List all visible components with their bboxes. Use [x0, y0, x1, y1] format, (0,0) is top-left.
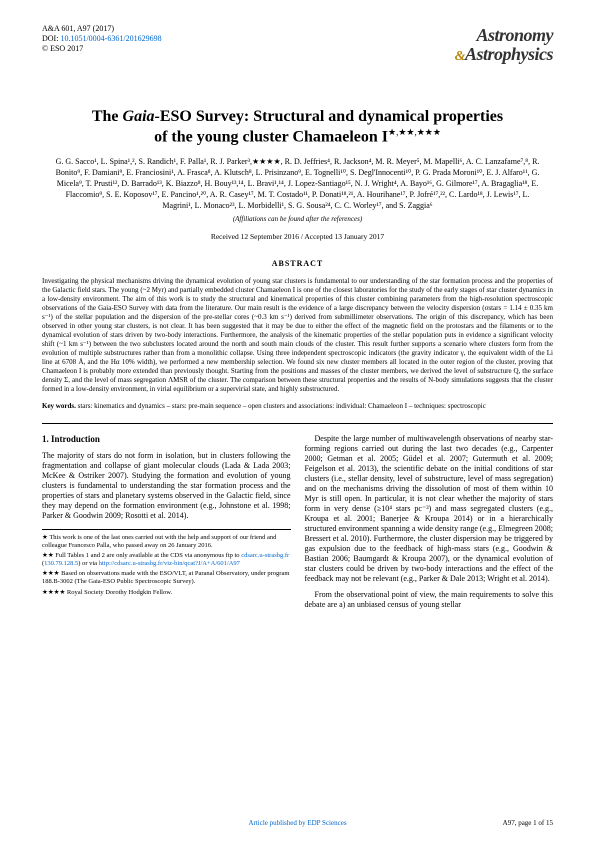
right-column: Despite the large number of multiwavelen…	[305, 434, 554, 616]
abstract-body: Investigating the physical mechanisms dr…	[42, 277, 553, 393]
footnote: ★★★★ Royal Society Dorothy Hodgkin Fello…	[42, 589, 291, 597]
paper-title: The Gaia-ESO Survey: Structural and dyna…	[42, 107, 553, 147]
abstract-heading: ABSTRACT	[0, 259, 595, 269]
footnote: ★★ Full Tables 1 and 2 are only availabl…	[42, 552, 291, 568]
affiliation-note: (Affiliations can be found after the ref…	[0, 215, 595, 224]
body-columns: 1. Introduction The majority of stars do…	[42, 434, 553, 616]
copyright: © ESO 2017	[42, 44, 162, 54]
paragraph: Despite the large number of multiwavelen…	[305, 434, 554, 584]
divider	[42, 423, 553, 424]
doi-line: DOI: 10.1051/0004-6361/201629698	[42, 34, 162, 44]
journal-line: A&A 601, A97 (2017)	[42, 24, 162, 34]
footnotes: ★ This work is one of the last ones carr…	[42, 529, 291, 597]
doi-link[interactable]: 10.1051/0004-6361/201629698	[60, 34, 161, 43]
keywords: Key words. stars: kinematics and dynamic…	[42, 402, 553, 411]
footnote: ★★★ Based on observations made with the …	[42, 570, 291, 586]
title-block: The Gaia-ESO Survey: Structural and dyna…	[42, 107, 553, 147]
logo-bottom: &Astrophysics	[455, 43, 553, 66]
page-number: A97, page 1 of 15	[503, 819, 553, 828]
footnote: ★ This work is one of the last ones carr…	[42, 534, 291, 550]
left-column: 1. Introduction The majority of stars do…	[42, 434, 291, 616]
section-heading: 1. Introduction	[42, 434, 291, 445]
journal-logo: Astronomy &Astrophysics	[455, 24, 553, 65]
publication-info: A&A 601, A97 (2017) DOI: 10.1051/0004-63…	[42, 24, 162, 65]
paragraph: The majority of stars do not form in iso…	[42, 451, 291, 521]
paragraph: From the observational point of view, th…	[305, 590, 554, 610]
dates: Received 12 September 2016 / Accepted 13…	[0, 232, 595, 241]
author-list: G. G. Sacco¹, L. Spina¹,², S. Randich¹, …	[50, 157, 545, 211]
